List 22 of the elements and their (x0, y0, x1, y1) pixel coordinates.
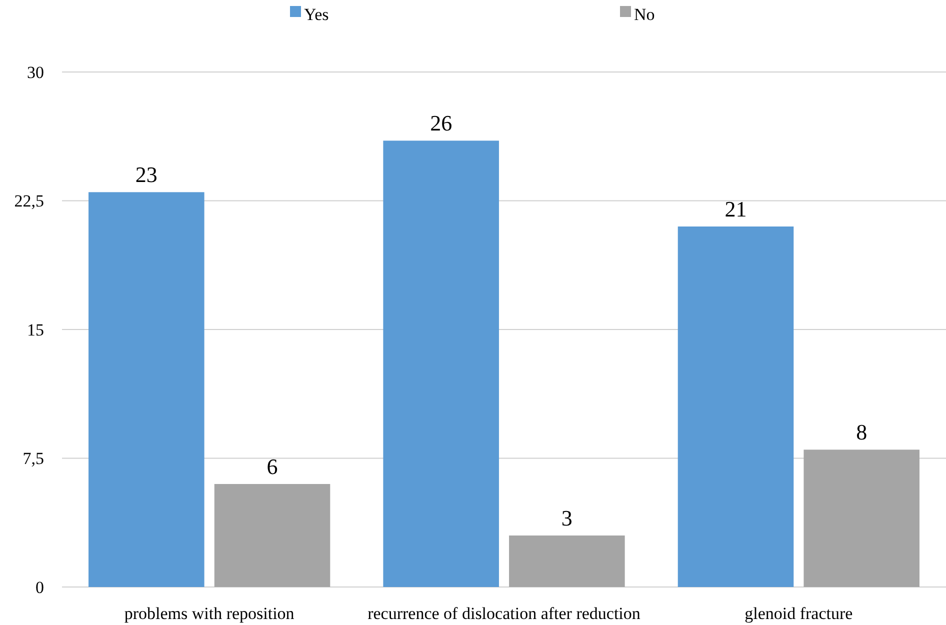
data-label: 21 (724, 196, 747, 222)
bar (678, 226, 794, 587)
data-label: 26 (430, 110, 452, 136)
y-tick-label: 7,5 (22, 449, 44, 468)
y-tick-label: 30 (27, 62, 44, 82)
x-tick-label: glenoid fracture (744, 604, 853, 623)
data-label: 8 (856, 420, 868, 445)
data-label: 23 (135, 162, 158, 188)
data-label: 6 (266, 454, 278, 479)
y-tick-label: 22,5 (14, 192, 44, 211)
y-tick-label: 0 (36, 578, 44, 597)
bar (804, 450, 920, 587)
x-tick-label: problems with reposition (124, 604, 295, 623)
y-tick-label: 15 (27, 320, 44, 340)
bar (509, 536, 625, 587)
bar (383, 140, 499, 587)
x-tick-label: recurrence of dislocation after reduction (368, 604, 641, 623)
legend-label: No (634, 4, 655, 24)
bar (214, 484, 330, 587)
legend-label: Yes (304, 4, 329, 24)
data-label: 3 (561, 506, 572, 530)
bar (88, 192, 204, 587)
